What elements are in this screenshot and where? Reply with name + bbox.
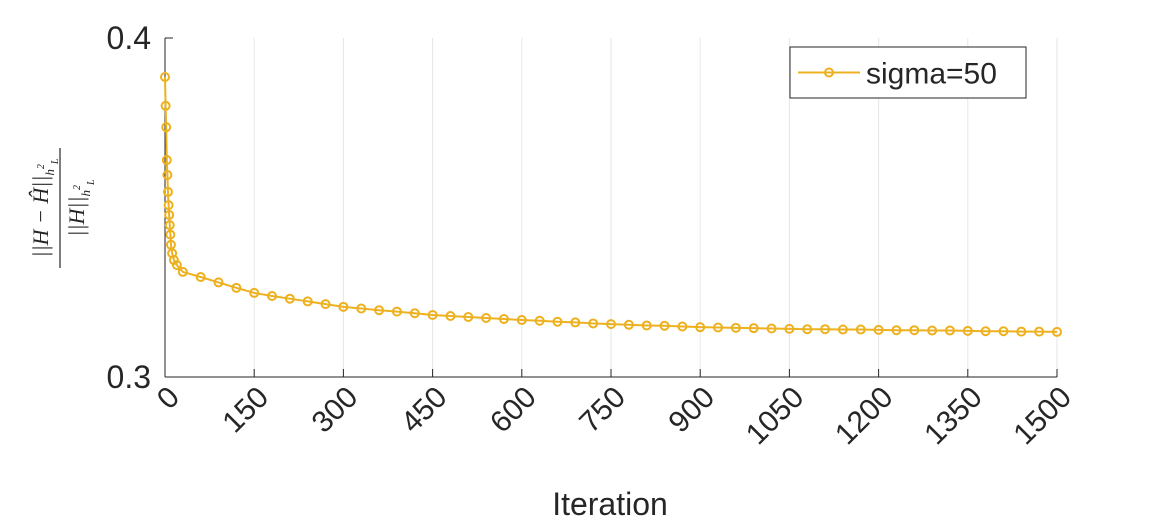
data-point	[409, 308, 420, 319]
data-point	[713, 322, 724, 333]
data-point	[873, 324, 884, 335]
data-point	[161, 155, 172, 166]
x-tick-label: 1500	[1007, 381, 1078, 452]
data-point	[162, 169, 173, 180]
data-point	[784, 323, 795, 334]
data-point	[962, 325, 973, 336]
data-point	[162, 186, 173, 197]
data-point	[748, 323, 759, 334]
data-point	[944, 325, 955, 336]
legend-marker	[824, 67, 834, 78]
legend-label: sigma=50	[866, 58, 997, 91]
data-point	[163, 200, 174, 211]
data-point	[588, 318, 599, 329]
data-point	[356, 303, 367, 314]
data-point	[927, 325, 938, 336]
data-point	[213, 277, 224, 288]
data-point	[164, 220, 175, 231]
data-point	[481, 313, 492, 324]
data-point	[641, 320, 652, 331]
data-point	[1034, 326, 1045, 337]
data-point	[659, 320, 670, 331]
x-tick-label: 600	[484, 381, 543, 440]
x-tick-label: 450	[395, 381, 454, 440]
data-point	[160, 100, 171, 111]
data-point	[231, 282, 242, 293]
x-tick-label: 1200	[829, 381, 900, 452]
data-point	[766, 323, 777, 334]
data-point	[837, 324, 848, 335]
y-label-numerator: ||H − Ĥ||h2L	[28, 158, 61, 257]
y-axis-label: ||H − Ĥ||h2L ||H||h2L	[28, 148, 97, 268]
x-tick-label: 1350	[918, 381, 989, 452]
data-point	[160, 71, 170, 82]
data-point	[1052, 326, 1062, 337]
data-point	[391, 306, 402, 317]
data-point	[161, 122, 172, 133]
data-point	[695, 322, 706, 333]
data-point	[284, 293, 295, 304]
data-point	[677, 321, 688, 332]
data-point	[606, 319, 616, 330]
x-tick-label: 1050	[740, 381, 811, 452]
x-axis-label: Iteration	[552, 486, 668, 522]
data-point	[164, 209, 175, 220]
data-point	[177, 266, 188, 277]
y-tick-label: 0.4	[107, 20, 151, 56]
x-tick-label: 0	[151, 381, 186, 416]
data-point	[552, 316, 563, 327]
data-point	[165, 229, 176, 240]
data-point	[427, 309, 438, 320]
data-point	[302, 296, 313, 307]
data-point	[998, 326, 1009, 337]
data-point	[445, 310, 456, 321]
x-tick-label: 750	[573, 381, 632, 440]
data-point	[171, 260, 182, 271]
data-point	[338, 301, 349, 312]
data-point	[534, 315, 545, 326]
data-point	[980, 326, 991, 337]
data-point	[249, 287, 260, 298]
data-point	[374, 305, 385, 316]
data-point	[463, 311, 474, 322]
data-point	[802, 324, 813, 335]
data-point	[267, 290, 278, 301]
data-point	[730, 322, 741, 333]
data-point	[570, 317, 581, 328]
x-tick-label: 900	[662, 381, 721, 440]
data-point	[909, 325, 920, 336]
legend: sigma=50	[789, 46, 1027, 99]
data-point	[516, 315, 527, 326]
data-point	[498, 314, 509, 325]
y-tick-label: 0.3	[107, 359, 151, 395]
x-tick-label: 300	[306, 381, 365, 440]
y-label-denominator: ||H||h2L	[64, 179, 97, 237]
x-tick-label: 150	[216, 381, 275, 440]
data-point	[195, 271, 206, 282]
data-point	[623, 319, 634, 330]
data-point	[1016, 326, 1027, 337]
data-point	[855, 324, 866, 335]
data-point	[320, 299, 331, 310]
data-point	[820, 324, 831, 335]
data-point	[891, 325, 902, 336]
